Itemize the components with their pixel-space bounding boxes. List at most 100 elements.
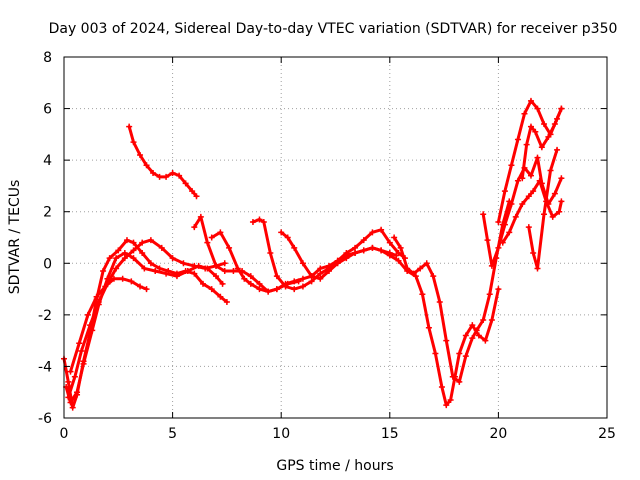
data-point [247, 273, 254, 280]
y-tick-label: -2 [38, 308, 52, 324]
data-point [141, 265, 148, 272]
data-point [65, 394, 72, 401]
x-axis-label: GPS time / hours [276, 458, 393, 474]
data-point [139, 249, 146, 256]
data-point [456, 378, 463, 385]
data-point [438, 384, 445, 391]
data-point [230, 268, 237, 275]
data-series-track-5 [126, 123, 200, 200]
data-series-track-4 [67, 275, 150, 375]
data-point [519, 200, 526, 207]
data-point [551, 121, 558, 128]
axes: 0 5 10 15 20 25 -6 -4 -2 0 2 4 6 8 [38, 50, 616, 442]
data-point [480, 317, 487, 324]
data-point [223, 298, 230, 305]
data-point [525, 224, 532, 231]
x-tick-label: 10 [272, 426, 290, 442]
data-point [200, 280, 207, 287]
data-point [156, 265, 163, 272]
data-point [123, 237, 130, 244]
data-point [78, 347, 85, 354]
data-point [536, 177, 543, 184]
data-point [352, 244, 359, 251]
series-trace [127, 125, 198, 198]
data-point [110, 275, 117, 282]
y-tick-label: 6 [43, 102, 52, 118]
data-point [191, 270, 198, 277]
data-point [469, 322, 476, 329]
data-point [495, 219, 502, 226]
data-point [369, 229, 376, 236]
data-point [197, 213, 204, 220]
data-point [102, 283, 109, 290]
series-trace [62, 238, 229, 410]
data-point [256, 286, 263, 293]
data-point [147, 260, 154, 267]
data-point [391, 234, 398, 241]
data-point [143, 286, 150, 293]
data-point [137, 151, 144, 158]
data-point [534, 154, 541, 161]
data-point [182, 180, 189, 187]
data-point [334, 260, 341, 267]
data-point [462, 332, 469, 339]
data-point [184, 268, 191, 275]
data-point [67, 399, 74, 406]
data-point [317, 270, 324, 277]
x-tick-label: 20 [489, 426, 507, 442]
data-point [191, 262, 198, 269]
data-point [378, 226, 385, 233]
data-point [343, 255, 350, 262]
data-series-track-8 [249, 216, 409, 293]
data-point [100, 268, 107, 275]
data-point [247, 280, 254, 287]
data-point [343, 249, 350, 256]
data-point [482, 337, 489, 344]
chart-title: Day 003 of 2024, Sidereal Day-to-day VTE… [49, 21, 618, 37]
data-point [501, 188, 508, 195]
data-point [176, 172, 183, 179]
data-point [291, 278, 298, 285]
data-point [193, 193, 200, 200]
data-point [282, 283, 289, 290]
data-point [369, 244, 376, 251]
data-point [130, 247, 137, 254]
data-point [475, 332, 482, 339]
data-point [84, 311, 91, 318]
y-tick-label: 0 [43, 256, 52, 272]
data-point [299, 260, 306, 267]
data-point [410, 270, 417, 277]
data-point [419, 291, 426, 298]
data-point [547, 167, 554, 174]
data-point [74, 389, 81, 396]
data-point [519, 175, 526, 182]
data-point [397, 244, 404, 251]
data-point [447, 396, 454, 403]
data-point [213, 262, 220, 269]
x-tick-label: 0 [60, 426, 69, 442]
data-point [152, 268, 159, 275]
data-point [89, 327, 96, 334]
data-point [488, 262, 495, 269]
data-point [378, 247, 385, 254]
data-point [473, 327, 480, 334]
data-point [273, 286, 280, 293]
data-point [541, 121, 548, 128]
data-point [130, 239, 137, 246]
data-point [317, 275, 324, 282]
data-point [113, 255, 120, 262]
data-point [71, 373, 78, 380]
data-point [267, 249, 274, 256]
data-point [508, 162, 515, 169]
data-point [156, 173, 163, 180]
data-point [273, 273, 280, 280]
y-tick-label: 2 [43, 205, 52, 221]
data-point [80, 360, 87, 367]
data-point [425, 324, 432, 331]
data-point [226, 244, 233, 251]
data-point [549, 213, 556, 220]
data-point [87, 322, 94, 329]
data-point [221, 268, 228, 275]
data-point [93, 293, 100, 300]
